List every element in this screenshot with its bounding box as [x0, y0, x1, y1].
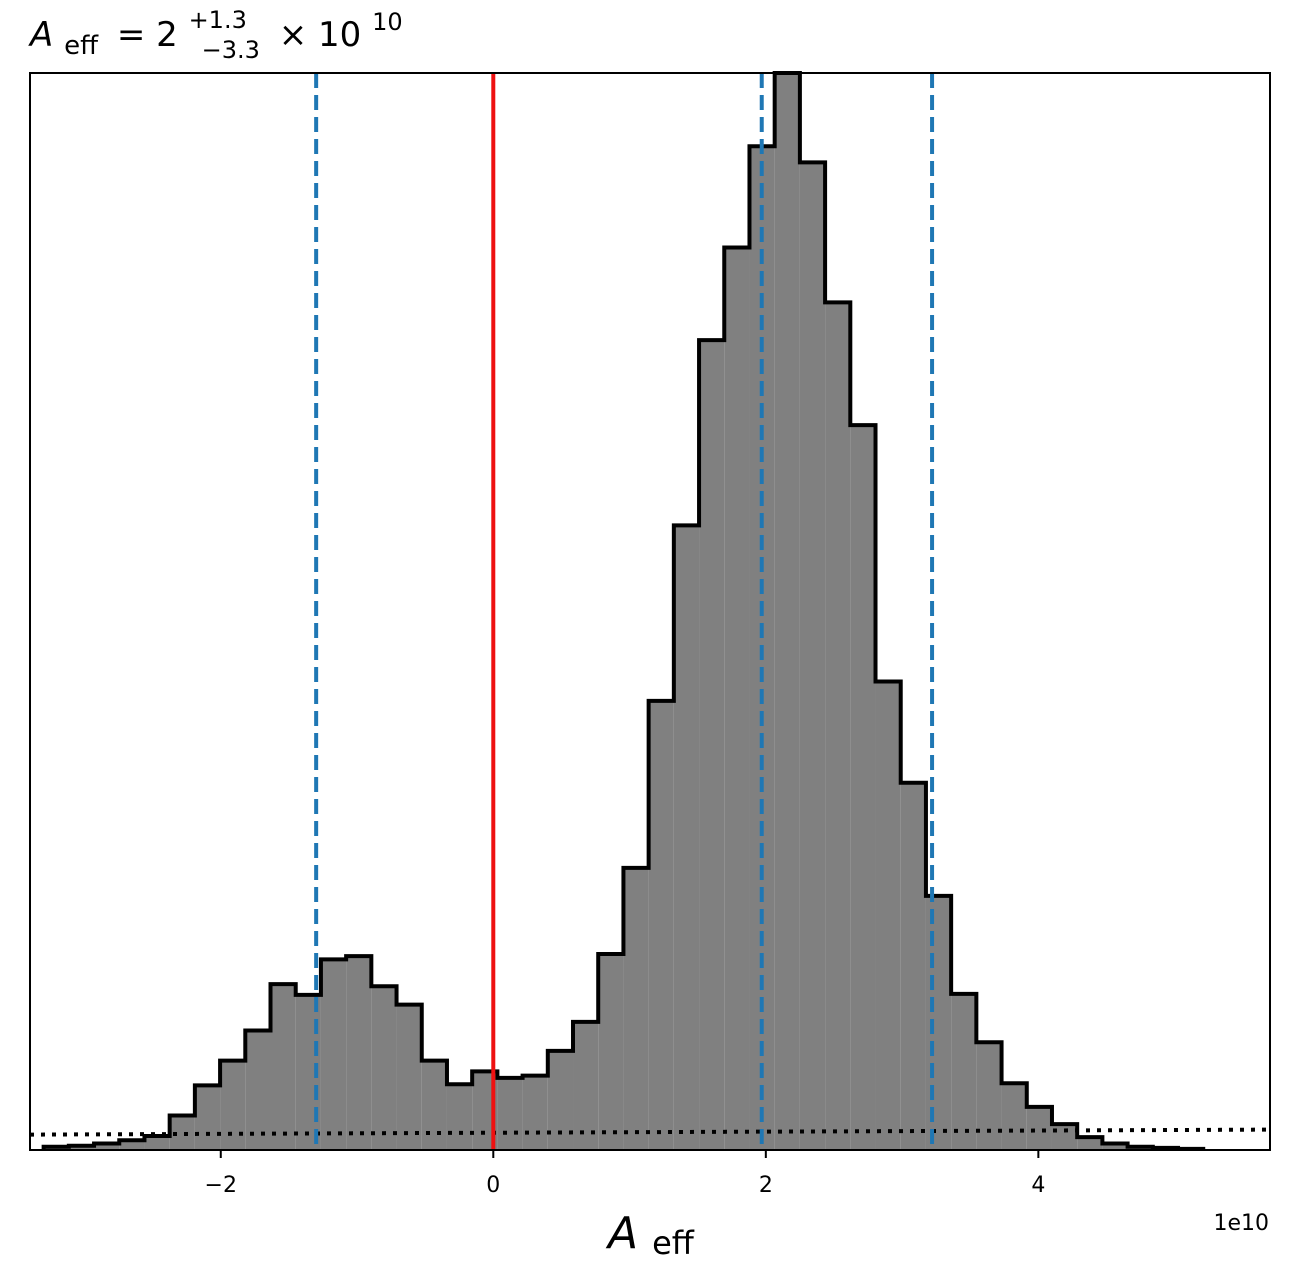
histogram-bar [951, 993, 977, 1150]
x-axis-label: A eff [605, 1208, 695, 1262]
histogram-bar [900, 782, 926, 1150]
x-axis-offset-label: 1e10 [1213, 1211, 1269, 1236]
histogram-bar [1077, 1137, 1103, 1150]
histogram-bar [699, 340, 725, 1150]
histogram-bar [825, 302, 851, 1150]
histogram-bar [144, 1135, 170, 1150]
histogram-bar [1001, 1083, 1027, 1150]
chart-title: A eff = 2 +1.3 −3.3 × 10 10 [28, 0, 403, 67]
histogram-bar [270, 984, 296, 1150]
title-upper-error: +1.3 [189, 6, 247, 34]
title-lower-error: −3.3 [202, 36, 260, 64]
histogram-bar [421, 1060, 447, 1150]
histogram-bar [68, 1145, 95, 1150]
histogram-bar [850, 425, 876, 1151]
histogram-bar [976, 1042, 1002, 1150]
histogram-bar [1026, 1106, 1052, 1150]
x-tick-label: 2 [759, 1173, 773, 1198]
histogram-bar [497, 1077, 523, 1150]
histogram-bar [673, 525, 700, 1150]
plot-frame [29, 72, 1271, 1151]
histogram-bar [396, 1004, 422, 1150]
histogram-bar [598, 953, 624, 1150]
histogram-outline [41, 71, 1206, 1151]
histogram-bar [623, 867, 649, 1150]
histogram-bar [320, 959, 347, 1150]
title-exponent: 10 [372, 8, 403, 36]
title-times: × 10 [279, 15, 362, 55]
histogram-bar [245, 1030, 271, 1150]
histogram-bar [573, 1021, 599, 1150]
histogram-bar [522, 1075, 548, 1150]
histogram-bar [1102, 1143, 1128, 1150]
x-axis-label-symbol: A [605, 1208, 638, 1259]
x-axis-label-subscript: eff [652, 1224, 695, 1262]
histogram-bar [94, 1143, 120, 1150]
histogram-bar [724, 247, 750, 1150]
histogram-bar [371, 986, 397, 1150]
histogram-bar [774, 73, 800, 1150]
histogram-bar [875, 681, 901, 1150]
histogram-bar [446, 1084, 473, 1150]
histogram-bar [925, 895, 952, 1150]
histogram-bar [194, 1085, 221, 1150]
histogram-bar [648, 700, 674, 1150]
histogram-bar [220, 1060, 246, 1150]
x-tick-label: 0 [486, 1173, 500, 1198]
plot-area: −2 0 2 4 [29, 71, 1271, 1198]
histogram-bar [799, 162, 826, 1151]
x-tick-label: −2 [205, 1173, 237, 1198]
histogram-bar [119, 1140, 145, 1150]
histogram-bar [346, 956, 372, 1150]
x-tick-label: 4 [1031, 1173, 1045, 1198]
histogram-bar [1051, 1124, 1078, 1150]
title-symbol: A [28, 15, 53, 55]
title-equals: = 2 [117, 15, 178, 55]
title-subscript: eff [64, 31, 99, 61]
histogram-bar [547, 1050, 574, 1150]
